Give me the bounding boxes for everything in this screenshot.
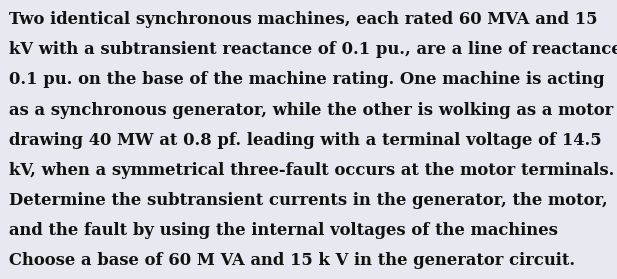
Text: kV with a subtransient reactance of 0.1 pu., are a line of reactance: kV with a subtransient reactance of 0.1 … [9, 41, 617, 58]
Text: and the fault by using the internal voltages of the machines: and the fault by using the internal volt… [9, 222, 558, 239]
Text: Choose a base of 60 M VA and 15 k V in the generator circuit.: Choose a base of 60 M VA and 15 k V in t… [9, 252, 576, 269]
Text: Determine the subtransient currents in the generator, the motor,: Determine the subtransient currents in t… [9, 192, 608, 209]
Text: kV, when a symmetrical three-fault occurs at the motor terminals.: kV, when a symmetrical three-fault occur… [9, 162, 615, 179]
Text: Two identical synchronous machines, each rated 60 MVA and 15: Two identical synchronous machines, each… [9, 11, 598, 28]
Text: as a synchronous generator, while the other is wolking as a motor: as a synchronous generator, while the ot… [9, 102, 613, 119]
Text: 0.1 pu. on the base of the machine rating. One machine is acting: 0.1 pu. on the base of the machine ratin… [9, 71, 605, 88]
Text: drawing 40 MW at 0.8 pf. leading with a terminal voltage of 14.5: drawing 40 MW at 0.8 pf. leading with a … [9, 132, 602, 149]
